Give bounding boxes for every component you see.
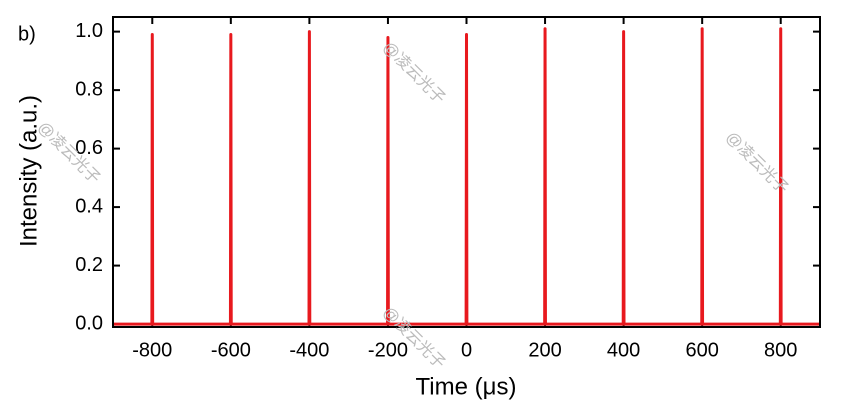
- y-tick-label: 0.2: [75, 254, 103, 276]
- y-axis-label: Intensity (a.u.): [15, 95, 42, 247]
- y-tick-label: 0.6: [75, 137, 103, 159]
- y-tick-label: 0.4: [75, 195, 103, 217]
- plot-frame: [112, 16, 821, 328]
- x-tick-label: 800: [764, 339, 797, 361]
- x-tick-label: -400: [289, 339, 329, 361]
- x-tick-label: 400: [607, 339, 640, 361]
- y-tick-label: 0.0: [75, 312, 103, 334]
- y-tick-label: 1.0: [75, 20, 103, 42]
- x-axis-label: Time (μs): [416, 373, 517, 400]
- watermark: @凌云光子: [379, 303, 448, 372]
- x-tick-label: -200: [368, 339, 408, 361]
- x-tick-label: -800: [132, 339, 172, 361]
- y-tick-label: 0.8: [75, 78, 103, 100]
- x-tick-label: 200: [528, 339, 561, 361]
- x-tick-label: 0: [461, 339, 472, 361]
- x-tick-label: 600: [685, 339, 718, 361]
- line-series: [113, 27, 820, 326]
- panel-label: b): [18, 23, 36, 45]
- watermark: @凌云光子: [379, 38, 448, 107]
- x-tick-label: -600: [211, 339, 251, 361]
